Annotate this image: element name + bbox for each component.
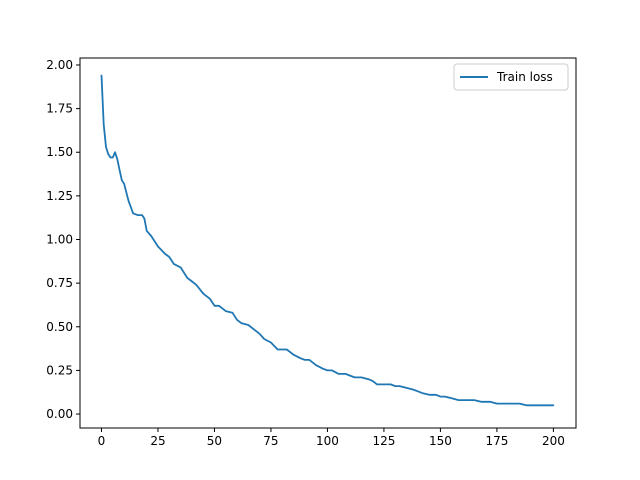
x-tick-label: 175 [485,434,508,448]
y-tick-label: 2.00 [46,58,73,72]
y-tick-label: 0.25 [46,363,73,377]
y-tick-label: 1.50 [46,145,73,159]
y-axis: 0.00 0.25 0.50 0.75 1.00 1.25 1.50 1.75 2.00 [46,58,80,421]
legend-box [453,63,569,91]
y-tick-label: 0.50 [46,320,73,334]
y-tick-label: 0.75 [46,276,73,290]
series-line-0 [100,74,555,407]
x-tick-label: 25 [150,434,165,448]
x-tick-label: 125 [372,434,395,448]
y-tick-label: 1.75 [46,102,73,116]
x-tick-label: 200 [542,434,565,448]
x-tick-label: 150 [429,434,452,448]
axes-frame [79,57,577,429]
y-tick-label: 1.00 [46,233,73,247]
x-tick-label: 0 [98,434,106,448]
plot-layer [100,74,555,407]
legend-label: Train loss [496,70,553,84]
x-tick-label: 100 [316,434,339,448]
x-tick-label: 75 [263,434,278,448]
legend: Train loss [453,63,569,91]
x-tick-label: 50 [207,434,222,448]
y-tick-label: 0.00 [46,407,73,421]
y-tick-label: 1.25 [46,189,73,203]
x-axis: 0 25 50 75 100 125 150 175 200 [98,428,565,448]
